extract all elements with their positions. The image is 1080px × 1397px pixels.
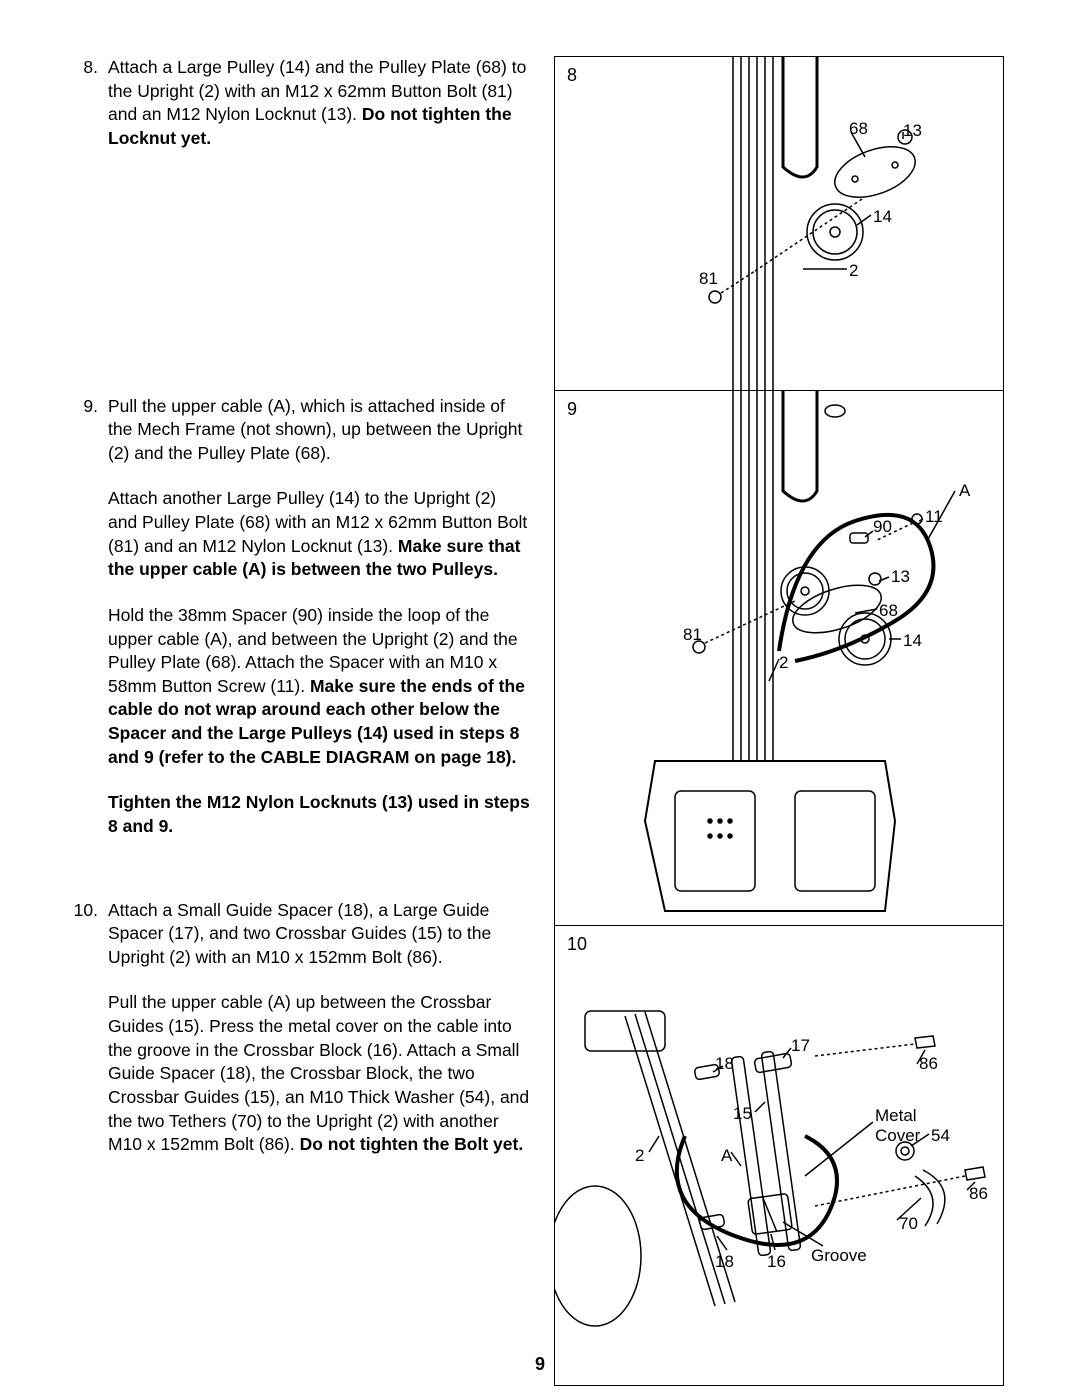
diagram-step-9: 9 bbox=[554, 391, 1004, 926]
diagram-column: 8 bbox=[554, 56, 1004, 1386]
text-run: Pull the upper cable (A), which is attac… bbox=[108, 396, 522, 463]
diagram-label: 54 bbox=[931, 1126, 950, 1146]
text-run: Attach a Small Guide Spacer (18), a Larg… bbox=[108, 900, 491, 967]
diagram-label: Cover bbox=[875, 1126, 920, 1146]
diagram-label: 11 bbox=[925, 507, 943, 527]
diagram-label: 90 bbox=[873, 517, 892, 537]
step-body: Attach a Large Pulley (14) and the Pulle… bbox=[108, 56, 530, 151]
page-content: 8.Attach a Large Pulley (14) and the Pul… bbox=[70, 56, 1010, 1386]
diagram-label: 2 bbox=[849, 261, 858, 281]
step-number: 10. bbox=[70, 899, 108, 1157]
diagram-label: 18 bbox=[715, 1252, 734, 1272]
spacer bbox=[70, 187, 530, 395]
diagram-step-10: 10 bbox=[554, 926, 1004, 1386]
diagram-label: 14 bbox=[903, 631, 922, 651]
diagram-label: 86 bbox=[919, 1054, 938, 1074]
diagram-label: 70 bbox=[899, 1214, 918, 1234]
step-paragraph: Attach a Large Pulley (14) and the Pulle… bbox=[108, 56, 530, 151]
step-paragraph: Attach another Large Pulley (14) to the … bbox=[108, 487, 530, 582]
step-paragraph: Pull the upper cable (A) up between the … bbox=[108, 991, 530, 1156]
diagram-label: Metal bbox=[875, 1106, 917, 1126]
diagram-label: 68 bbox=[849, 119, 868, 139]
text-run: Do not tighten the Bolt yet. bbox=[300, 1134, 524, 1154]
step-number: 8. bbox=[70, 56, 108, 151]
diagram-label: Groove bbox=[811, 1246, 867, 1266]
diagram-label: 81 bbox=[699, 269, 718, 289]
text-run: Tighten the M12 Nylon Locknuts (13) used… bbox=[108, 792, 530, 836]
step-body: Pull the upper cable (A), which is attac… bbox=[108, 395, 530, 839]
step-paragraph: Attach a Small Guide Spacer (18), a Larg… bbox=[108, 899, 530, 970]
diagram-label: 86 bbox=[969, 1184, 988, 1204]
step-body: Attach a Small Guide Spacer (18), a Larg… bbox=[108, 899, 530, 1157]
diagram-label: 68 bbox=[879, 601, 898, 621]
step-paragraph: Hold the 38mm Spacer (90) inside the loo… bbox=[108, 604, 530, 769]
diagram-step-8: 8 bbox=[554, 56, 1004, 391]
step-paragraph: Pull the upper cable (A), which is attac… bbox=[108, 395, 530, 466]
instruction-step: 10.Attach a Small Guide Spacer (18), a L… bbox=[70, 899, 530, 1157]
diagram-label: A bbox=[721, 1146, 732, 1166]
instruction-step: 9.Pull the upper cable (A), which is att… bbox=[70, 395, 530, 839]
diagram-label: 13 bbox=[891, 567, 910, 587]
diagram-8-svg bbox=[555, 57, 1005, 392]
diagram-label: 18 bbox=[715, 1054, 734, 1074]
text-column: 8.Attach a Large Pulley (14) and the Pul… bbox=[70, 56, 530, 1386]
diagram-label: 2 bbox=[635, 1146, 644, 1166]
diagram-label: 14 bbox=[873, 207, 892, 227]
step-paragraph: Tighten the M12 Nylon Locknuts (13) used… bbox=[108, 791, 530, 838]
diagram-label: 2 bbox=[779, 653, 788, 673]
diagram-label: 15 bbox=[733, 1104, 752, 1124]
diagram-label: 17 bbox=[791, 1036, 810, 1056]
spacer bbox=[70, 875, 530, 899]
diagram-10-svg bbox=[555, 926, 1005, 1386]
page-number: 9 bbox=[0, 1354, 1080, 1375]
text-run: Pull the upper cable (A) up between the … bbox=[108, 992, 529, 1154]
step-number: 9. bbox=[70, 395, 108, 839]
diagram-label: 16 bbox=[767, 1252, 786, 1272]
diagram-label: 81 bbox=[683, 625, 702, 645]
diagram-label: 13 bbox=[903, 121, 922, 141]
instruction-step: 8.Attach a Large Pulley (14) and the Pul… bbox=[70, 56, 530, 151]
diagram-label: A bbox=[959, 481, 970, 501]
